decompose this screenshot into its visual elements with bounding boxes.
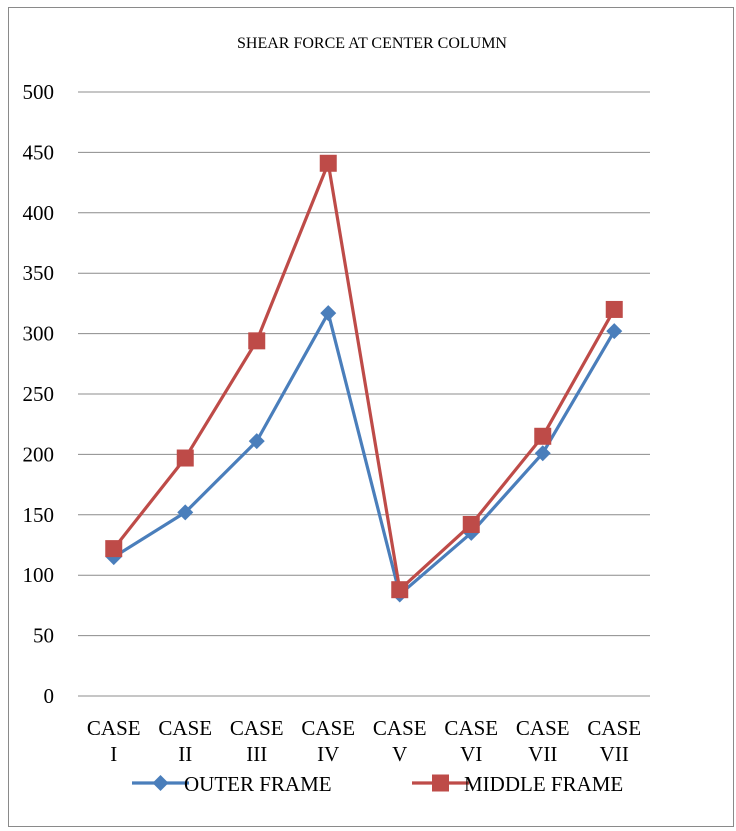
y-tick-label: 50 [33,624,54,648]
data-point-outer-frame [534,445,551,462]
x-tick-label: CASE [587,716,641,740]
y-tick-label: 500 [23,80,55,104]
data-point-outer-frame [606,323,623,340]
data-point-middle-frame [176,449,194,467]
y-tick-label: 400 [23,201,55,225]
data-point-middle-frame [319,154,337,172]
data-point-middle-frame [391,581,409,599]
x-tick-label: CASE [444,716,498,740]
y-tick-label: 200 [23,442,55,466]
y-tick-label: 150 [23,503,55,527]
series-line-outer-frame [112,311,616,597]
data-point-middle-frame [462,515,480,533]
data-point-outer-frame [320,305,337,322]
y-axis-tick-labels: 0 50 100 150 200 250 300 350 400 450 500 [23,80,55,708]
series-layer [105,154,623,603]
series-middle-frame [105,154,623,599]
y-tick-label: 350 [23,261,55,285]
x-tick-label: CASE [230,716,284,740]
y-tick-label: 450 [23,140,55,164]
x-axis-tick-labels: CASEICASEIICASEIIICASEIVCASEVCASEVICASEV… [87,716,641,766]
x-tick-label: CASE [516,716,570,740]
x-tick-label: II [178,742,192,766]
x-tick-label: VI [460,742,482,766]
chart-title: SHEAR FORCE AT CENTER COLUMN [237,35,507,52]
x-tick-label: V [392,742,407,766]
series-outer-frame [105,305,623,603]
legend: OUTER FRAME MIDDLE FRAME [132,772,623,796]
data-point-middle-frame [534,427,552,445]
x-tick-label: CASE [373,716,427,740]
x-tick-label: CASE [158,716,212,740]
data-point-outer-frame [248,433,265,450]
legend-item-middle-frame: MIDDLE FRAME [412,772,623,796]
legend-marker [432,774,449,792]
data-point-middle-frame [105,540,123,558]
legend-label: OUTER FRAME [184,772,332,796]
y-tick-label: 100 [23,563,55,587]
gridlines [78,91,650,697]
data-point-outer-frame [177,504,194,521]
y-tick-label: 250 [23,382,55,406]
data-point-middle-frame [248,332,266,350]
x-tick-label: I [110,742,117,766]
x-tick-label: IV [317,742,339,766]
x-tick-label: III [246,742,267,766]
legend-marker [152,775,169,791]
x-tick-label: VII [600,742,629,766]
legend-item-outer-frame: OUTER FRAME [132,772,332,796]
x-tick-label: CASE [301,716,355,740]
x-tick-label: CASE [87,716,141,740]
legend-label: MIDDLE FRAME [464,772,623,796]
x-tick-label: VII [528,742,557,766]
y-tick-label: 300 [23,322,55,346]
y-tick-label: 0 [44,684,55,708]
data-point-middle-frame [605,300,623,318]
series-line-middle-frame [112,161,616,592]
